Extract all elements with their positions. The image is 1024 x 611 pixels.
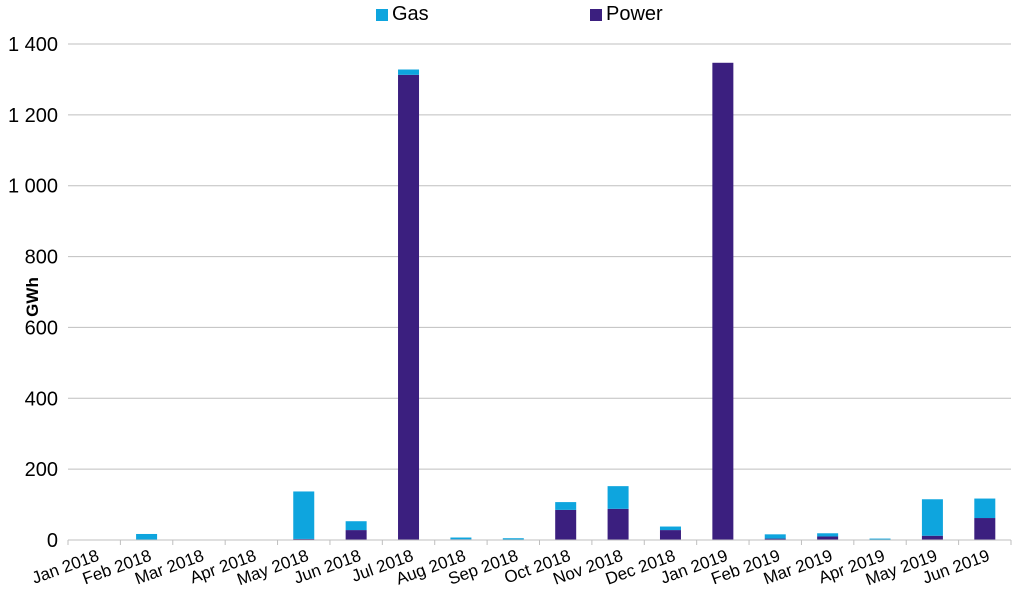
bar-power [922, 536, 943, 540]
bar-power [660, 530, 681, 540]
y-tick-label: 1 400 [8, 34, 58, 56]
bar-gas [450, 538, 471, 540]
legend-label-gas: Gas [392, 3, 429, 26]
bar-power [398, 75, 419, 540]
y-tick-label: 1 000 [8, 176, 58, 198]
bar-power [346, 530, 367, 540]
bar-power [817, 536, 838, 540]
legend-swatch-gas [376, 9, 388, 21]
bar-gas [870, 539, 891, 540]
y-tick-label: 200 [25, 459, 58, 481]
y-axis-label: GWh [23, 277, 42, 317]
legend-item-power: Power [590, 3, 663, 26]
bar-gas [346, 521, 367, 530]
bar-gas [555, 502, 576, 510]
legend-swatch-power [590, 9, 602, 21]
legend-item-gas: Gas [376, 3, 429, 26]
grid-lines [68, 44, 1011, 469]
bar-power [974, 518, 995, 540]
bar-gas [608, 486, 629, 509]
bars [136, 63, 995, 540]
y-tick-label: 600 [25, 317, 58, 339]
bar-gas [136, 534, 157, 540]
bar-gas [922, 499, 943, 535]
y-tick-label: 800 [25, 247, 58, 269]
y-tick-label: 0 [47, 530, 58, 552]
bar-power [555, 510, 576, 540]
bar-gas [817, 533, 838, 536]
bar-gas [974, 499, 995, 518]
y-tick-label: 1 200 [8, 105, 58, 127]
legend: Gas Power [0, 3, 1024, 29]
bar-gas [660, 527, 681, 531]
bar-power [712, 63, 733, 540]
bar-gas [765, 534, 786, 538]
bar-gas [293, 491, 314, 538]
legend-label-power: Power [606, 3, 663, 26]
bar-gas [398, 70, 419, 75]
bar-power [608, 509, 629, 540]
y-tick-label: 400 [25, 388, 58, 410]
bar-gas [503, 538, 524, 539]
